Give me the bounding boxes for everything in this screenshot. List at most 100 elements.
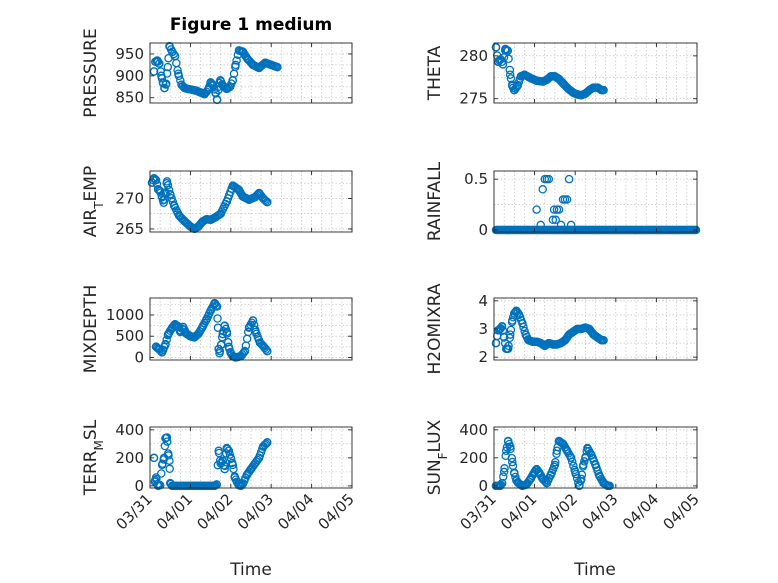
- data-point: [238, 479, 248, 489]
- x-tick-label: 03/31: [113, 490, 156, 533]
- x-ticks: [149, 298, 353, 360]
- y-ticks: 2 3 4: [478, 292, 697, 366]
- data-point: [512, 306, 521, 315]
- data-point: [499, 467, 509, 477]
- x-tick-label: 04/04: [619, 490, 662, 533]
- data-point: [260, 195, 269, 205]
- data-point: [165, 464, 174, 474]
- y-tick-label: 900: [115, 67, 144, 85]
- data-point: [228, 181, 238, 190]
- data-point: [174, 211, 184, 220]
- y-axis-label: THETA: [425, 45, 445, 101]
- data-point: [501, 44, 510, 54]
- y-tick-label: 1000: [106, 306, 144, 324]
- data-point: [174, 322, 183, 331]
- data-point: [213, 314, 222, 323]
- data-point: [496, 55, 505, 64]
- data-point: [548, 340, 558, 349]
- panel-h2omixra: 2 3 4 H2OMIXRA: [425, 283, 698, 375]
- data-point: [532, 337, 541, 346]
- data-point: [577, 324, 586, 334]
- data-point: [169, 49, 178, 59]
- data-point: [238, 47, 248, 57]
- data-point: [546, 470, 556, 479]
- data-point: [560, 336, 570, 345]
- x-tick-label: 04/05: [660, 490, 703, 533]
- y-ticks: 00.5: [464, 170, 697, 239]
- series-theta: [491, 43, 608, 100]
- data-point: [564, 174, 574, 184]
- data-point: [585, 324, 594, 334]
- data-point: [250, 459, 260, 468]
- data-point: [167, 193, 176, 203]
- data-point: [507, 453, 517, 463]
- data-point: [503, 344, 513, 353]
- data-point: [540, 476, 549, 485]
- data-point: [526, 474, 535, 484]
- data-point: [597, 85, 606, 95]
- data-point: [212, 301, 221, 310]
- data-point: [188, 85, 197, 95]
- y-tick-label: 0: [134, 348, 144, 366]
- axes-box: [149, 297, 353, 361]
- data-point: [493, 57, 503, 67]
- data-point: [192, 86, 201, 95]
- y-axis-label: SUNFLUX: [425, 419, 450, 495]
- y-ticks: 275 280: [459, 47, 697, 108]
- data-point: [169, 201, 179, 211]
- data-point: [240, 346, 250, 356]
- data-point: [500, 464, 509, 473]
- data-point: [246, 464, 256, 474]
- data-point: [242, 470, 252, 479]
- data-point: [572, 324, 582, 334]
- data-point: [157, 348, 167, 357]
- y-ticks: 0 200 400: [115, 421, 352, 495]
- data-point: [212, 95, 222, 105]
- x-tick-label: 03/31: [457, 490, 500, 533]
- data-point: [583, 443, 592, 453]
- data-point: [552, 340, 562, 349]
- data-point: [153, 185, 163, 194]
- data-point: [572, 90, 582, 99]
- data-point: [595, 471, 604, 481]
- y-tick-label: 0.5: [464, 170, 488, 188]
- data-point: [550, 460, 560, 470]
- data-point: [202, 314, 211, 324]
- axes-box: [149, 42, 353, 104]
- data-point: [577, 91, 586, 100]
- data-point: [504, 54, 513, 64]
- y-axis-label: PRESSURE: [81, 28, 101, 117]
- data-point: [210, 481, 219, 491]
- data-point: [528, 337, 537, 346]
- data-point: [155, 480, 165, 490]
- y-tick-label: 3: [478, 320, 488, 338]
- x-ticks: [149, 43, 353, 103]
- data-point: [691, 225, 701, 235]
- data-point: [214, 446, 223, 456]
- data-point: [603, 481, 612, 491]
- x-axis-label-right: Time: [573, 560, 616, 580]
- panel-theta: 275 280 THETA: [425, 42, 698, 108]
- data-point: [231, 353, 240, 362]
- data-point: [566, 220, 576, 230]
- data-point: [254, 63, 264, 73]
- data-point: [222, 197, 232, 206]
- data-point: [220, 464, 229, 474]
- data-point: [508, 81, 517, 91]
- series-sun_flux: [491, 436, 614, 491]
- grid: [149, 427, 353, 488]
- y-tick-label: 4: [478, 292, 488, 310]
- y-axis-label: MIXDEPTH: [81, 285, 101, 374]
- data-point: [508, 457, 517, 467]
- data-point: [544, 338, 554, 348]
- data-point: [196, 88, 205, 97]
- data-point: [222, 327, 232, 337]
- data-point: [513, 81, 522, 91]
- y-tick-label: 400: [459, 421, 488, 439]
- data-point: [519, 322, 528, 332]
- data-point: [183, 84, 193, 94]
- data-point: [215, 348, 224, 358]
- data-point: [161, 189, 170, 198]
